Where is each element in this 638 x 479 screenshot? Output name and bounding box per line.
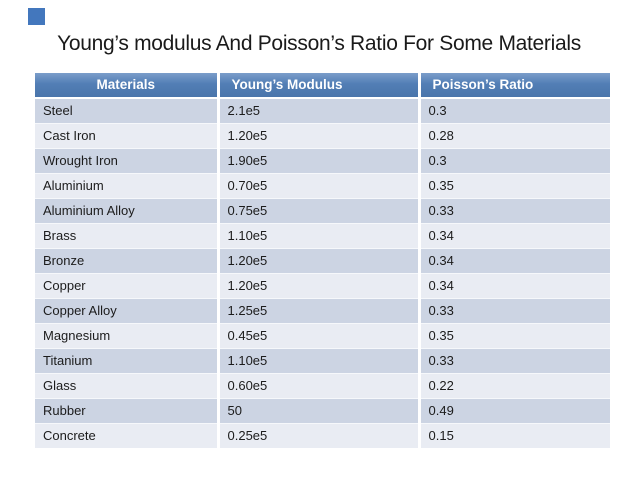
cell-poissons-ratio: 0.33 — [417, 198, 610, 224]
cell-poissons-ratio: 0.33 — [417, 298, 610, 324]
cell-poissons-ratio: 0.33 — [417, 348, 610, 374]
cell-poissons-ratio: 0.22 — [417, 373, 610, 399]
cell-material: Aluminium Alloy — [35, 198, 218, 224]
corner-decoration-square — [28, 8, 45, 25]
cell-material: Concrete — [35, 423, 218, 448]
column-header-youngs-modulus: Young’s Modulus — [216, 73, 419, 99]
cell-material: Brass — [35, 223, 218, 249]
cell-youngs-modulus: 1.10e5 — [216, 223, 419, 249]
cell-youngs-modulus: 1.20e5 — [216, 123, 419, 149]
cell-poissons-ratio: 0.15 — [417, 423, 610, 448]
table-row: Rubber 50 0.49 — [35, 398, 610, 424]
cell-poissons-ratio: 0.28 — [417, 123, 610, 149]
cell-poissons-ratio: 0.3 — [417, 148, 610, 174]
cell-youngs-modulus: 0.70e5 — [216, 173, 419, 199]
table-row: Aluminium 0.70e5 0.35 — [35, 173, 610, 199]
cell-youngs-modulus: 1.90e5 — [216, 148, 419, 174]
table-row: Wrought Iron 1.90e5 0.3 — [35, 148, 610, 174]
materials-properties-table: Materials Young’s Modulus Poisson’s Rati… — [35, 73, 610, 448]
cell-youngs-modulus: 2.1e5 — [216, 98, 419, 124]
cell-material: Copper — [35, 273, 218, 299]
table-row: Magnesium 0.45e5 0.35 — [35, 323, 610, 349]
table-row: Glass 0.60e5 0.22 — [35, 373, 610, 399]
cell-poissons-ratio: 0.49 — [417, 398, 610, 424]
cell-youngs-modulus: 1.20e5 — [216, 273, 419, 299]
cell-youngs-modulus: 50 — [216, 398, 419, 424]
cell-material: Rubber — [35, 398, 218, 424]
table-row: Titanium 1.10e5 0.33 — [35, 348, 610, 374]
cell-material: Cast Iron — [35, 123, 218, 149]
table-row: Steel 2.1e5 0.3 — [35, 98, 610, 124]
cell-youngs-modulus: 1.25e5 — [216, 298, 419, 324]
column-header-materials: Materials — [35, 73, 218, 99]
cell-youngs-modulus: 1.20e5 — [216, 248, 419, 274]
cell-material: Aluminium — [35, 173, 218, 199]
table-header-row: Materials Young’s Modulus Poisson’s Rati… — [35, 73, 610, 99]
slide-title: Young’s modulus And Poisson’s Ratio For … — [57, 32, 581, 55]
cell-youngs-modulus: 1.10e5 — [216, 348, 419, 374]
column-header-poissons-ratio: Poisson’s Ratio — [417, 73, 610, 99]
table-row: Cast Iron 1.20e5 0.28 — [35, 123, 610, 149]
materials-table-body: Steel 2.1e5 0.3 Cast Iron 1.20e5 0.28 Wrought … — [35, 98, 610, 448]
cell-poissons-ratio: 0.34 — [417, 273, 610, 299]
cell-material: Magnesium — [35, 323, 218, 349]
table-row: Copper 1.20e5 0.34 — [35, 273, 610, 299]
cell-material: Glass — [35, 373, 218, 399]
cell-poissons-ratio: 0.34 — [417, 248, 610, 274]
table-row: Concrete 0.25e5 0.15 — [35, 423, 610, 448]
table-row: Bronze 1.20e5 0.34 — [35, 248, 610, 274]
cell-poissons-ratio: 0.35 — [417, 323, 610, 349]
cell-material: Copper Alloy — [35, 298, 218, 324]
table-row: Brass 1.10e5 0.34 — [35, 223, 610, 249]
table-row: Aluminium Alloy 0.75e5 0.33 — [35, 198, 610, 224]
cell-material: Steel — [35, 98, 218, 124]
cell-poissons-ratio: 0.35 — [417, 173, 610, 199]
cell-material: Titanium — [35, 348, 218, 374]
cell-material: Wrought Iron — [35, 148, 218, 174]
cell-youngs-modulus: 0.60e5 — [216, 373, 419, 399]
cell-youngs-modulus: 0.45e5 — [216, 323, 419, 349]
table-row: Copper Alloy 1.25e5 0.33 — [35, 298, 610, 324]
cell-youngs-modulus: 0.75e5 — [216, 198, 419, 224]
cell-material: Bronze — [35, 248, 218, 274]
cell-poissons-ratio: 0.3 — [417, 98, 610, 124]
cell-poissons-ratio: 0.34 — [417, 223, 610, 249]
cell-youngs-modulus: 0.25e5 — [216, 423, 419, 448]
